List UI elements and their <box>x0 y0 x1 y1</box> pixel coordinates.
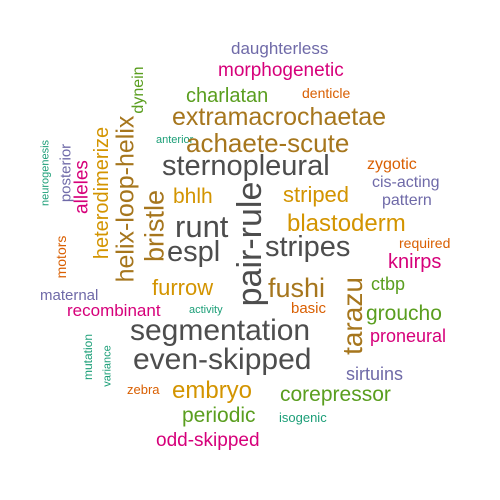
word-fushi: fushi <box>268 273 326 303</box>
word-even-skipped: even-skipped <box>133 343 312 376</box>
word-cis-acting: cis-acting <box>372 174 440 191</box>
word-corepressor: corepressor <box>280 383 391 406</box>
word-groucho: groucho <box>366 302 442 325</box>
word-isogenic: isogenic <box>279 410 327 425</box>
word-variance: variance <box>101 345 114 387</box>
word-daughterless: daughterless <box>231 39 329 58</box>
word-bhlh: bhlh <box>173 185 213 208</box>
word-bristle: bristle <box>139 189 170 263</box>
word-segmentation: segmentation <box>130 314 311 347</box>
word-runt: runt <box>175 209 229 244</box>
word-stripes: stripes <box>265 231 351 263</box>
word-periodic: periodic <box>182 404 256 427</box>
word-motors: motors <box>53 235 69 279</box>
word-pair-rule: pair-rule <box>231 181 269 307</box>
word-proneural: proneural <box>370 326 447 346</box>
word-pattern: pattern <box>382 192 432 209</box>
word-odd-skipped: odd-skipped <box>156 430 260 451</box>
word-charlatan: charlatan <box>186 85 269 107</box>
word-mutation: mutation <box>81 333 95 381</box>
word-furrow: furrow <box>152 275 214 300</box>
word-alleles: alleles <box>71 160 93 214</box>
word-helix-loop-helix: helix-loop-helix <box>111 115 140 283</box>
word-sirtuins: sirtuins <box>346 364 404 384</box>
word-ctbp: ctbp <box>371 274 406 294</box>
word-embryo: embryo <box>172 377 253 404</box>
word-maternal: maternal <box>40 287 99 304</box>
word-espl: espl <box>167 236 221 268</box>
word-required: required <box>399 235 451 251</box>
word-recombinant: recombinant <box>67 301 161 320</box>
word-sternopleural: sternopleural <box>162 150 330 182</box>
word-morphogenetic: morphogenetic <box>218 60 344 81</box>
word-blastoderm: blastoderm <box>287 210 406 237</box>
word-heterodimerize: heterodimerize <box>91 126 113 260</box>
word-tarazu: tarazu <box>337 277 368 355</box>
word-zebra: zebra <box>127 382 160 397</box>
word-basic: basic <box>291 300 327 317</box>
word-denticle: denticle <box>302 85 351 101</box>
word-achaete-scute: achaete-scute <box>186 128 350 158</box>
word-activity: activity <box>189 304 223 316</box>
word-neurogenesis: neurogenesis <box>39 139 52 207</box>
word-zygotic: zygotic <box>367 156 417 173</box>
word-dynein: dynein <box>130 66 147 114</box>
word-anterior: anterior <box>156 134 194 146</box>
word-striped: striped <box>283 182 350 207</box>
word-extramacrochaetae: extramacrochaetae <box>172 103 387 131</box>
word-knirps: knirps <box>388 251 442 273</box>
